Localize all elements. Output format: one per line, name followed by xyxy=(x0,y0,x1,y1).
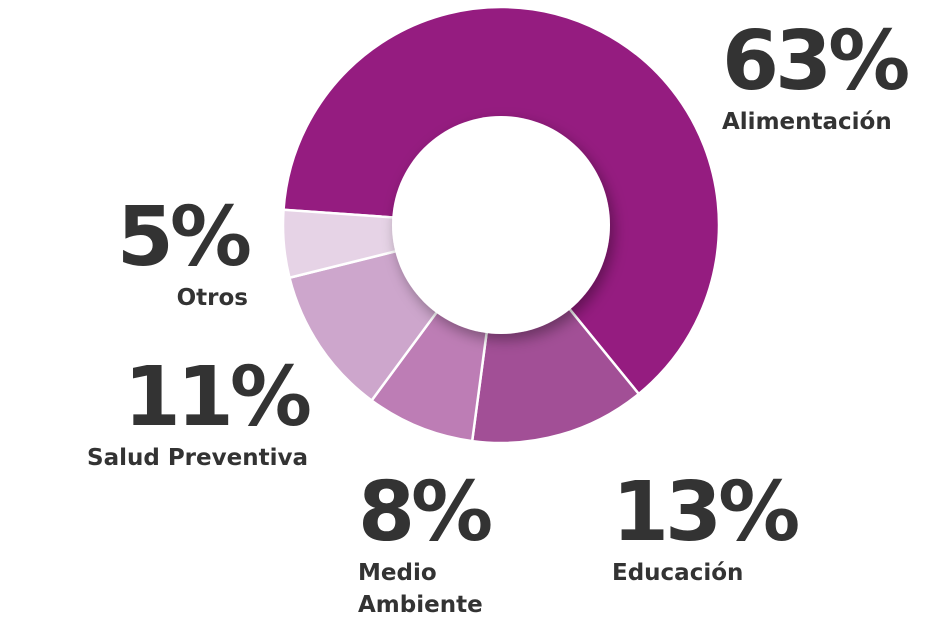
segment-label: 11% Salud Preventiva xyxy=(8,350,312,474)
category-label: Educación xyxy=(612,560,744,586)
category-label: Salud Preventiva xyxy=(87,445,308,471)
donut-hole xyxy=(392,116,610,334)
value-label: 11% xyxy=(123,350,312,445)
category-label: Medio Ambiente xyxy=(358,560,483,618)
segment-label: 8% Medio Ambiente xyxy=(358,465,518,621)
category-label: Alimentación xyxy=(722,109,892,135)
value-label: 5% xyxy=(116,190,252,285)
segment-label: 63% Alimentación xyxy=(722,14,910,138)
segment-label: 13% Educación xyxy=(612,465,800,589)
value-label: 63% xyxy=(722,14,910,109)
value-label: 13% xyxy=(612,465,800,560)
category-label: Otros xyxy=(176,285,248,311)
value-label: 8% xyxy=(358,465,493,560)
segment-label: 5% Otros xyxy=(0,190,252,314)
